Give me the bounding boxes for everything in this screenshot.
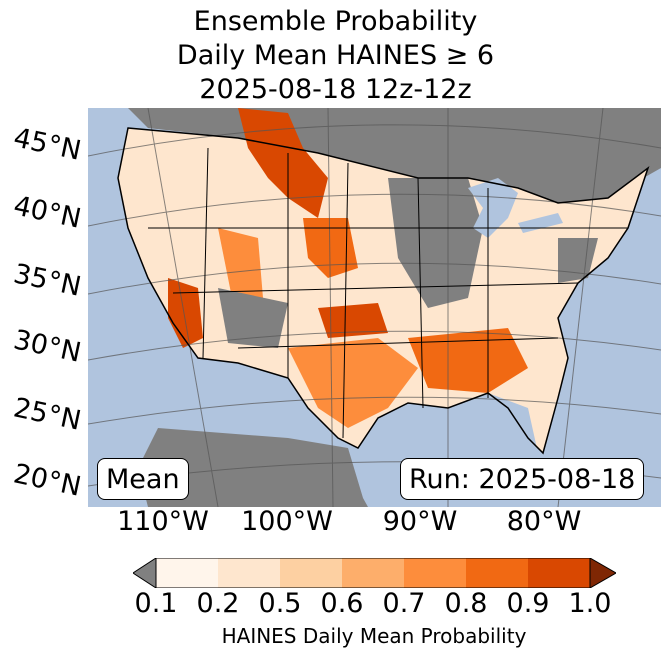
lat-label-20: 20°N	[10, 458, 84, 503]
colorbar-tick-0.2: 0.2	[196, 588, 240, 619]
no-data-west	[218, 288, 288, 348]
lon-label-100: 100°W	[241, 506, 333, 537]
colorbar-segment-6	[466, 558, 528, 588]
colorbar-segment-7	[528, 558, 590, 588]
lon-label-90: 90°W	[382, 506, 458, 537]
lat-label-35: 35°N	[10, 258, 84, 303]
no-data-midwest	[388, 178, 483, 308]
colorbar-under-arrow	[133, 558, 157, 588]
prob-patch-nevada	[168, 278, 203, 348]
colorbar-frame	[155, 558, 591, 588]
colorbar-tick-0.7: 0.7	[382, 588, 426, 619]
colorbar-tick-0.8: 0.8	[444, 588, 488, 619]
prob-patch-utah	[218, 228, 263, 303]
us-outline	[117, 127, 650, 455]
title-line-3: 2025-08-18 12z-12z	[199, 74, 472, 105]
colorbar-tick-0.9: 0.9	[506, 588, 550, 619]
colorbar-segment-4	[342, 558, 404, 588]
lon-label-80: 80°W	[506, 506, 582, 537]
great-lakes	[468, 178, 518, 238]
title-line-2: Daily Mean HAINES ≥ 6	[176, 40, 495, 71]
colorbar-over-arrow	[589, 558, 616, 588]
lat-label-40: 40°N	[10, 190, 84, 235]
prob-patch-oklahoma	[318, 303, 388, 338]
mean-label-box: Mean	[97, 458, 189, 500]
colorbar-segment-1	[156, 558, 218, 588]
colorbar-segment-2	[218, 558, 280, 588]
prob-patch-montana	[238, 108, 328, 218]
prob-patch-texas	[288, 338, 418, 428]
colorbar-segment-5	[404, 558, 466, 588]
prob-patch-south	[408, 328, 528, 393]
title-line-1: Ensemble Probability	[193, 6, 478, 37]
lat-label-25: 25°N	[10, 392, 84, 437]
colorbar-label: HAINES Daily Mean Probability	[221, 624, 527, 648]
colorbar-tick-0.5: 0.5	[258, 588, 302, 619]
colorbar-tick-0.6: 0.6	[320, 588, 364, 619]
state-borders	[148, 147, 628, 439]
lon-label-110: 110°W	[117, 506, 209, 537]
lat-label-45: 45°N	[10, 122, 84, 167]
colorbar-tick-0.1: 0.1	[134, 588, 178, 619]
prob-patch-wyoming	[303, 218, 358, 278]
probability-map	[88, 108, 661, 507]
lat-label-30: 30°N	[10, 324, 84, 369]
colorbar-segment-3	[280, 558, 342, 588]
colorbar-tick-1.0: 1.0	[568, 588, 612, 619]
colorbar	[133, 558, 616, 588]
run-label-box: Run: 2025-08-18	[400, 458, 645, 500]
